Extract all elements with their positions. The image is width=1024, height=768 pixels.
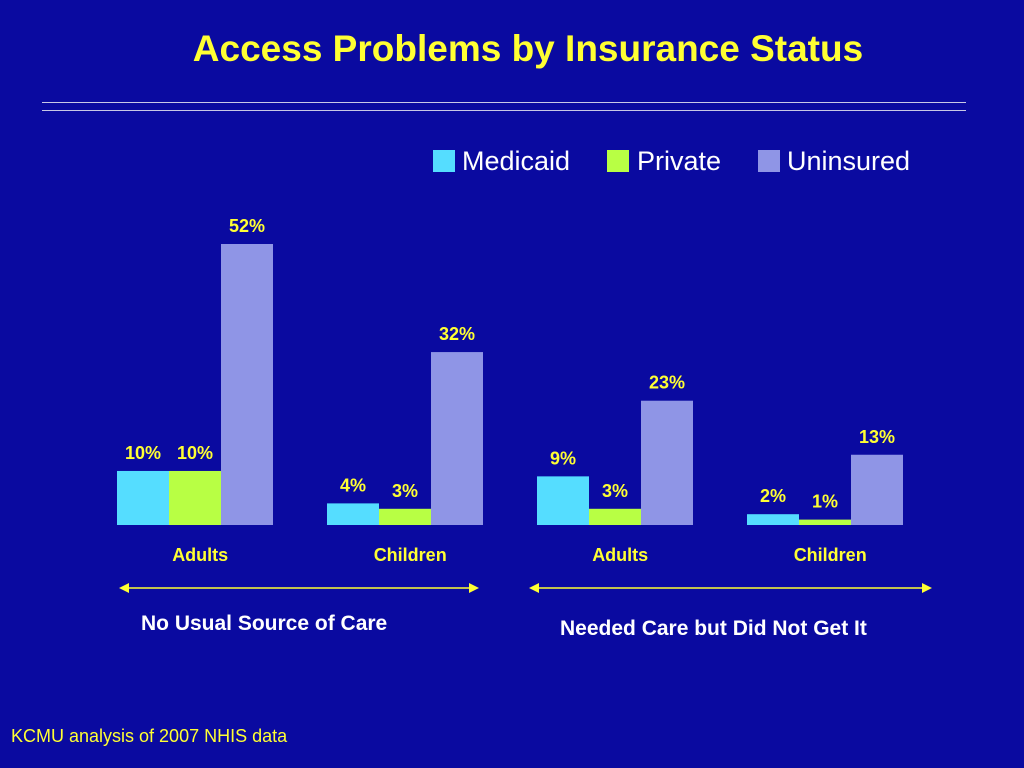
- title-rule-bottom: [42, 110, 966, 111]
- data-label-medicaid-3: 2%: [760, 486, 786, 506]
- bar-uninsured-0: [221, 244, 273, 525]
- legend-label-uninsured: Uninsured: [787, 146, 910, 176]
- bar-medicaid-1: [327, 503, 379, 525]
- data-label-private-0: 10%: [177, 443, 213, 463]
- bar-uninsured-1: [431, 352, 483, 525]
- legend-label-medicaid: Medicaid: [462, 146, 570, 176]
- group-label-needed-care: Needed Care but Did Not Get It: [560, 617, 867, 640]
- bar-medicaid-0: [117, 470, 169, 525]
- range-arrow-needed-care-head-right: [922, 583, 932, 593]
- bar-private-0: [169, 470, 221, 525]
- title-rule-top: [42, 102, 966, 103]
- category-label-2: Adults: [592, 545, 648, 565]
- range-arrow-no-usual-source-head-right: [469, 583, 479, 593]
- data-label-medicaid-2: 9%: [550, 448, 576, 468]
- bar-uninsured-2: [641, 400, 693, 525]
- legend-label-private: Private: [637, 146, 721, 176]
- data-label-uninsured-3: 13%: [859, 427, 895, 447]
- bar-private-2: [589, 508, 641, 525]
- data-label-private-2: 3%: [602, 481, 628, 501]
- data-label-private-3: 1%: [812, 492, 838, 512]
- range-arrow-no-usual-source-head-left: [119, 583, 129, 593]
- data-label-private-1: 3%: [392, 481, 418, 501]
- bar-private-3: [799, 519, 851, 525]
- data-label-uninsured-0: 52%: [229, 216, 265, 236]
- source-note: KCMU analysis of 2007 NHIS data: [11, 726, 288, 746]
- legend-swatch-private: [607, 150, 629, 172]
- slide-title: Access Problems by Insurance Status: [192, 28, 864, 69]
- data-label-uninsured-2: 23%: [649, 373, 685, 393]
- category-label-0: Adults: [172, 545, 228, 565]
- bar-medicaid-2: [537, 476, 589, 525]
- bar-medicaid-3: [747, 514, 799, 525]
- data-label-medicaid-0: 10%: [125, 443, 161, 463]
- legend-swatch-uninsured: [758, 150, 780, 172]
- category-label-1: Children: [374, 545, 447, 565]
- bar-private-1: [379, 508, 431, 525]
- data-label-medicaid-1: 4%: [340, 475, 366, 495]
- data-label-uninsured-1: 32%: [439, 324, 475, 344]
- legend-swatch-medicaid: [433, 150, 455, 172]
- group-label-no-usual-source: No Usual Source of Care: [141, 612, 388, 635]
- range-arrow-needed-care-head-left: [529, 583, 539, 593]
- bar-uninsured-3: [851, 454, 903, 525]
- category-label-3: Children: [794, 545, 867, 565]
